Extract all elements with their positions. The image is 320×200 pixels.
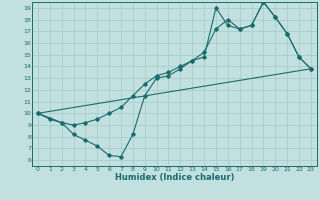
X-axis label: Humidex (Indice chaleur): Humidex (Indice chaleur) (115, 173, 234, 182)
